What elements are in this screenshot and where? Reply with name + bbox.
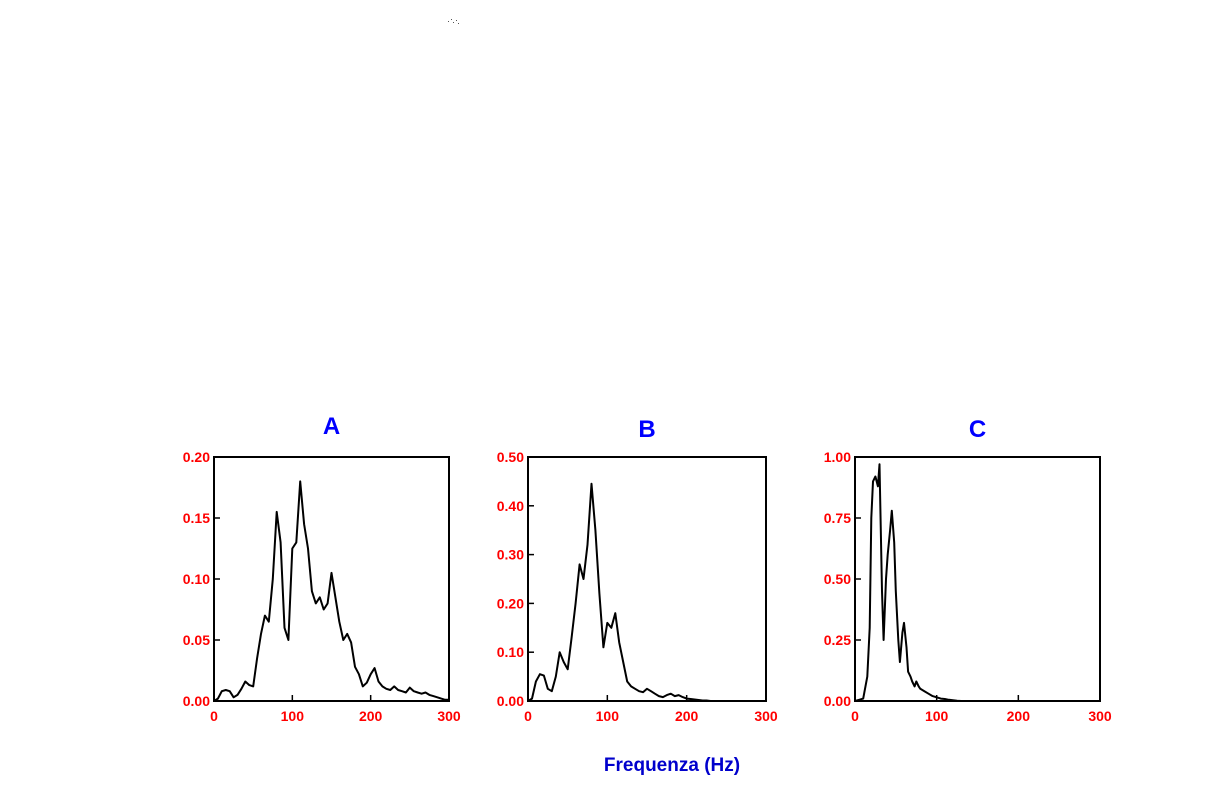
x-tick-label: 0	[524, 708, 532, 724]
plot-frame	[527, 456, 767, 702]
chart-panel-a: A 0.00 0.05 0.10 0.15 0.20 0 100 200 300	[183, 413, 461, 724]
chart-title: C	[969, 416, 986, 443]
x-tick-label: 300	[1088, 708, 1112, 724]
y-tick-label: 1.00	[824, 449, 851, 465]
y-tick-label: 0.30	[497, 547, 524, 563]
y-tick-label: 0.00	[497, 693, 524, 709]
x-tick-label: 100	[281, 708, 305, 724]
x-tick-label: 200	[1007, 708, 1031, 724]
x-tick-label: 100	[596, 708, 620, 724]
x-tick-label: 100	[925, 708, 949, 724]
y-tick-label: 0.75	[824, 510, 851, 526]
chart-title: B	[638, 416, 655, 443]
x-tick-label: 200	[675, 708, 699, 724]
scan-artifact	[446, 17, 462, 27]
chart-title: A	[323, 413, 340, 440]
y-tick-label: 0.20	[183, 449, 210, 465]
y-tick-label: 0.20	[497, 595, 524, 611]
series-line	[527, 482, 719, 702]
x-tick-label: 300	[754, 708, 778, 724]
y-tick-label: 0.00	[824, 693, 851, 709]
y-tick-label: 0.00	[183, 693, 210, 709]
y-tick-label: 0.05	[183, 632, 210, 648]
y-tick-label: 0.25	[824, 632, 851, 648]
x-tick-label: 0	[851, 708, 859, 724]
y-tick-label: 0.10	[497, 644, 524, 660]
x-tick-label: 0	[210, 708, 218, 724]
y-tick-label: 0.10	[183, 571, 210, 587]
series-line	[854, 463, 962, 702]
series-line	[213, 480, 449, 702]
chart-panel-b: B 0.00 0.10 0.20 0.30 0.40 0.50 0 100 200 300	[497, 416, 778, 724]
x-tick-label: 200	[359, 708, 383, 724]
chart-panel-c: C 0.00 0.25 0.50 0.75 1.00 0 100 200 300	[824, 416, 1112, 724]
y-tick-label: 0.50	[824, 571, 851, 587]
x-tick-label: 300	[437, 708, 461, 724]
y-tick-label: 0.50	[497, 449, 524, 465]
y-tick-label: 0.15	[183, 510, 210, 526]
x-axis-label: Frequenza (Hz)	[604, 755, 740, 776]
plot-frame	[854, 456, 1101, 702]
y-tick-label: 0.40	[497, 498, 524, 514]
